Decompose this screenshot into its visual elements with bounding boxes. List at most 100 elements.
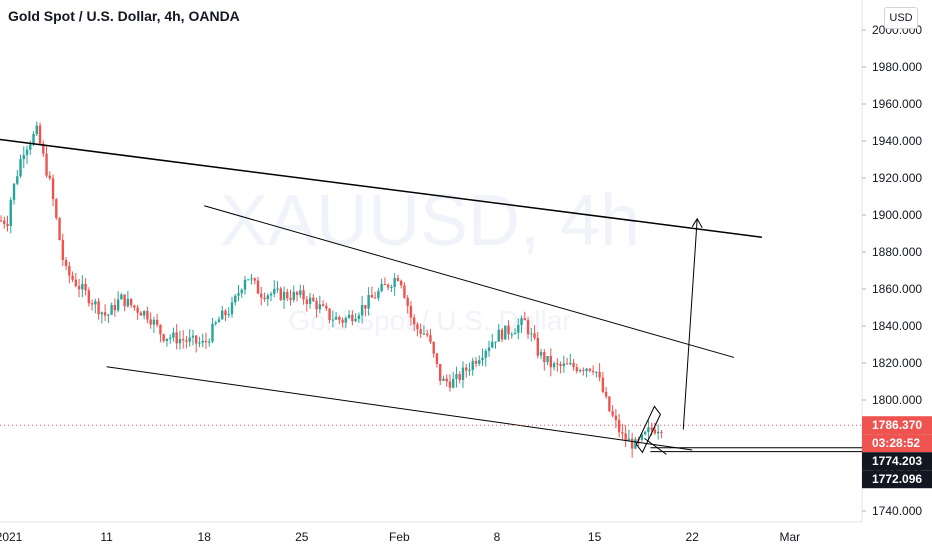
candle-body <box>513 332 517 335</box>
candle-body <box>373 297 377 299</box>
candle-body <box>377 291 380 299</box>
candle-body <box>165 338 169 341</box>
candle-body <box>455 374 458 379</box>
price-tick-label: 1820.000 <box>872 356 922 370</box>
candle-body <box>559 364 562 366</box>
time-axis[interactable]: 2021 11 18 25 Feb 8 15 22 Mar <box>0 530 800 544</box>
candle-body <box>208 341 211 343</box>
candle-body <box>578 370 582 372</box>
candle-body <box>100 312 104 315</box>
candle-body <box>468 369 471 371</box>
candle-body <box>393 277 396 288</box>
candle-body <box>601 377 605 392</box>
time-tick-label: 8 <box>494 530 501 544</box>
candle-body <box>64 259 68 267</box>
candle-body <box>146 311 149 320</box>
time-tick-label: 15 <box>588 530 602 544</box>
candle-body <box>48 175 51 179</box>
candle-body <box>494 341 497 343</box>
candle-body <box>295 291 299 295</box>
candle-body <box>263 297 266 300</box>
candle-body <box>624 433 627 441</box>
candle-body <box>325 305 328 309</box>
candle-body <box>526 320 530 335</box>
middle-line-line[interactable] <box>204 205 735 358</box>
candle-body <box>634 439 637 449</box>
lower-channel-line[interactable] <box>106 366 693 451</box>
candle-body <box>351 314 354 322</box>
candle-body <box>591 370 595 372</box>
price-tick-label: 1740.000 <box>872 504 922 518</box>
candle-body <box>35 125 38 134</box>
candle-body <box>344 318 348 323</box>
candle-body <box>660 431 663 433</box>
candle-body <box>656 431 660 434</box>
candle-body <box>188 337 191 342</box>
upper-channel-line[interactable] <box>0 132 763 238</box>
candle-body <box>608 396 611 412</box>
candle-body <box>113 304 117 311</box>
candle-body <box>370 295 374 298</box>
candle-body <box>0 220 3 222</box>
candle-body <box>195 335 198 344</box>
flag-pattern[interactable] <box>635 405 662 454</box>
candle-body <box>45 153 48 176</box>
candle-body <box>546 356 549 363</box>
price-label-text: 1772.096 <box>872 472 922 486</box>
candle-body <box>269 293 273 296</box>
candle-body <box>367 295 370 309</box>
candle-body <box>439 363 442 381</box>
candle-body <box>653 429 657 434</box>
candle-body <box>347 314 351 319</box>
candle-body <box>87 290 91 304</box>
price-tick-label: 1840.000 <box>872 319 922 333</box>
candle-body <box>354 318 357 322</box>
candle-body <box>302 290 305 300</box>
candle-body <box>595 371 598 373</box>
candle-body <box>139 312 143 316</box>
candle-body <box>51 178 55 200</box>
candle-body <box>575 367 579 372</box>
candle-body <box>491 341 494 348</box>
candle-body <box>94 301 97 305</box>
candle-body <box>383 284 387 286</box>
candle-body <box>237 293 240 296</box>
candle-body <box>292 291 295 300</box>
candle-body <box>247 279 250 281</box>
candle-body <box>230 302 234 315</box>
candle-body <box>461 367 465 380</box>
candle-body <box>84 283 87 291</box>
candle-body <box>530 333 533 335</box>
candle-body <box>386 284 390 288</box>
candle-body <box>279 288 282 300</box>
price-tick-label: 1860.000 <box>872 282 922 296</box>
candle-body <box>250 278 253 280</box>
trendlines-layer[interactable] <box>0 132 763 455</box>
projection-arrow[interactable] <box>682 218 698 430</box>
candle-body <box>627 438 631 441</box>
candle-body <box>650 427 653 430</box>
candle-body <box>432 342 435 354</box>
time-tick-label: Mar <box>779 530 800 544</box>
candle-body <box>185 340 188 342</box>
price-tick-label: 1880.000 <box>872 245 922 259</box>
candle-body <box>481 357 484 361</box>
candle-body <box>276 288 279 290</box>
candle-body <box>198 342 201 344</box>
candle-body <box>445 378 448 382</box>
currency-button[interactable]: USD <box>884 7 918 29</box>
candle-body <box>630 438 634 449</box>
candle-body <box>510 334 513 336</box>
candle-body <box>647 427 650 432</box>
candle-body <box>640 434 644 440</box>
price-tick-label: 1800.000 <box>872 393 922 407</box>
candle-body <box>556 363 559 365</box>
candles-layer <box>0 121 663 458</box>
candle-body <box>305 299 309 304</box>
candle-body <box>266 295 269 300</box>
candle-body <box>614 415 618 421</box>
candle-body <box>562 363 566 366</box>
candle-body <box>90 303 94 305</box>
candle-body <box>504 325 507 340</box>
